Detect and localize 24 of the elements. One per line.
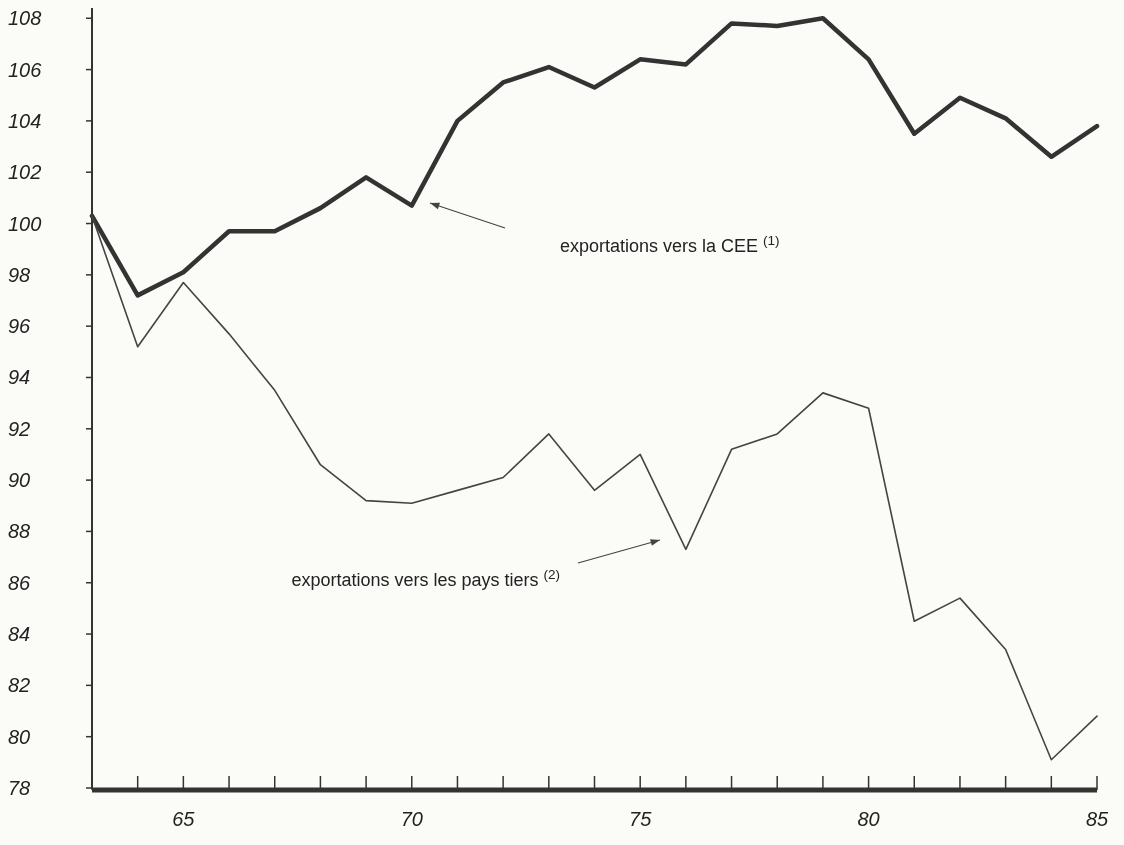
line-series — [91, 215, 1098, 761]
y-tick-label: 90 — [8, 469, 31, 492]
y-tick-label: 98 — [8, 263, 31, 286]
y-tick-label: 78 — [8, 777, 31, 799]
y-tick-label: 96 — [8, 315, 32, 338]
x-tick-label: 65 — [172, 808, 196, 830]
annotation: exportations vers la CEE $^{(1)}$ — [560, 232, 780, 256]
annotation: exportations vers les pays tiers $^{(2)}$ — [291, 566, 560, 590]
y-tick-label: 108 — [8, 7, 42, 30]
y-tick-label: 88 — [8, 520, 31, 543]
y-tick-label: 100 — [8, 212, 42, 235]
x-tick-label: 80 — [857, 808, 880, 830]
y-tick-label: 82 — [8, 674, 31, 697]
x-tick-label: 75 — [629, 808, 653, 830]
y-tick-label: 106 — [8, 58, 43, 81]
y-tick-label: 86 — [8, 571, 32, 594]
x-tick-label: 85 — [1085, 808, 1109, 830]
x-tick-label: 70 — [400, 808, 423, 830]
y-tick-label: 84 — [8, 623, 31, 646]
y-tick-label: 104 — [8, 109, 42, 132]
y-tick-label: 102 — [8, 161, 42, 184]
y-tick-label: 92 — [8, 417, 31, 440]
y-tick-label: 80 — [8, 725, 31, 748]
y-tick-label: 94 — [8, 366, 31, 389]
